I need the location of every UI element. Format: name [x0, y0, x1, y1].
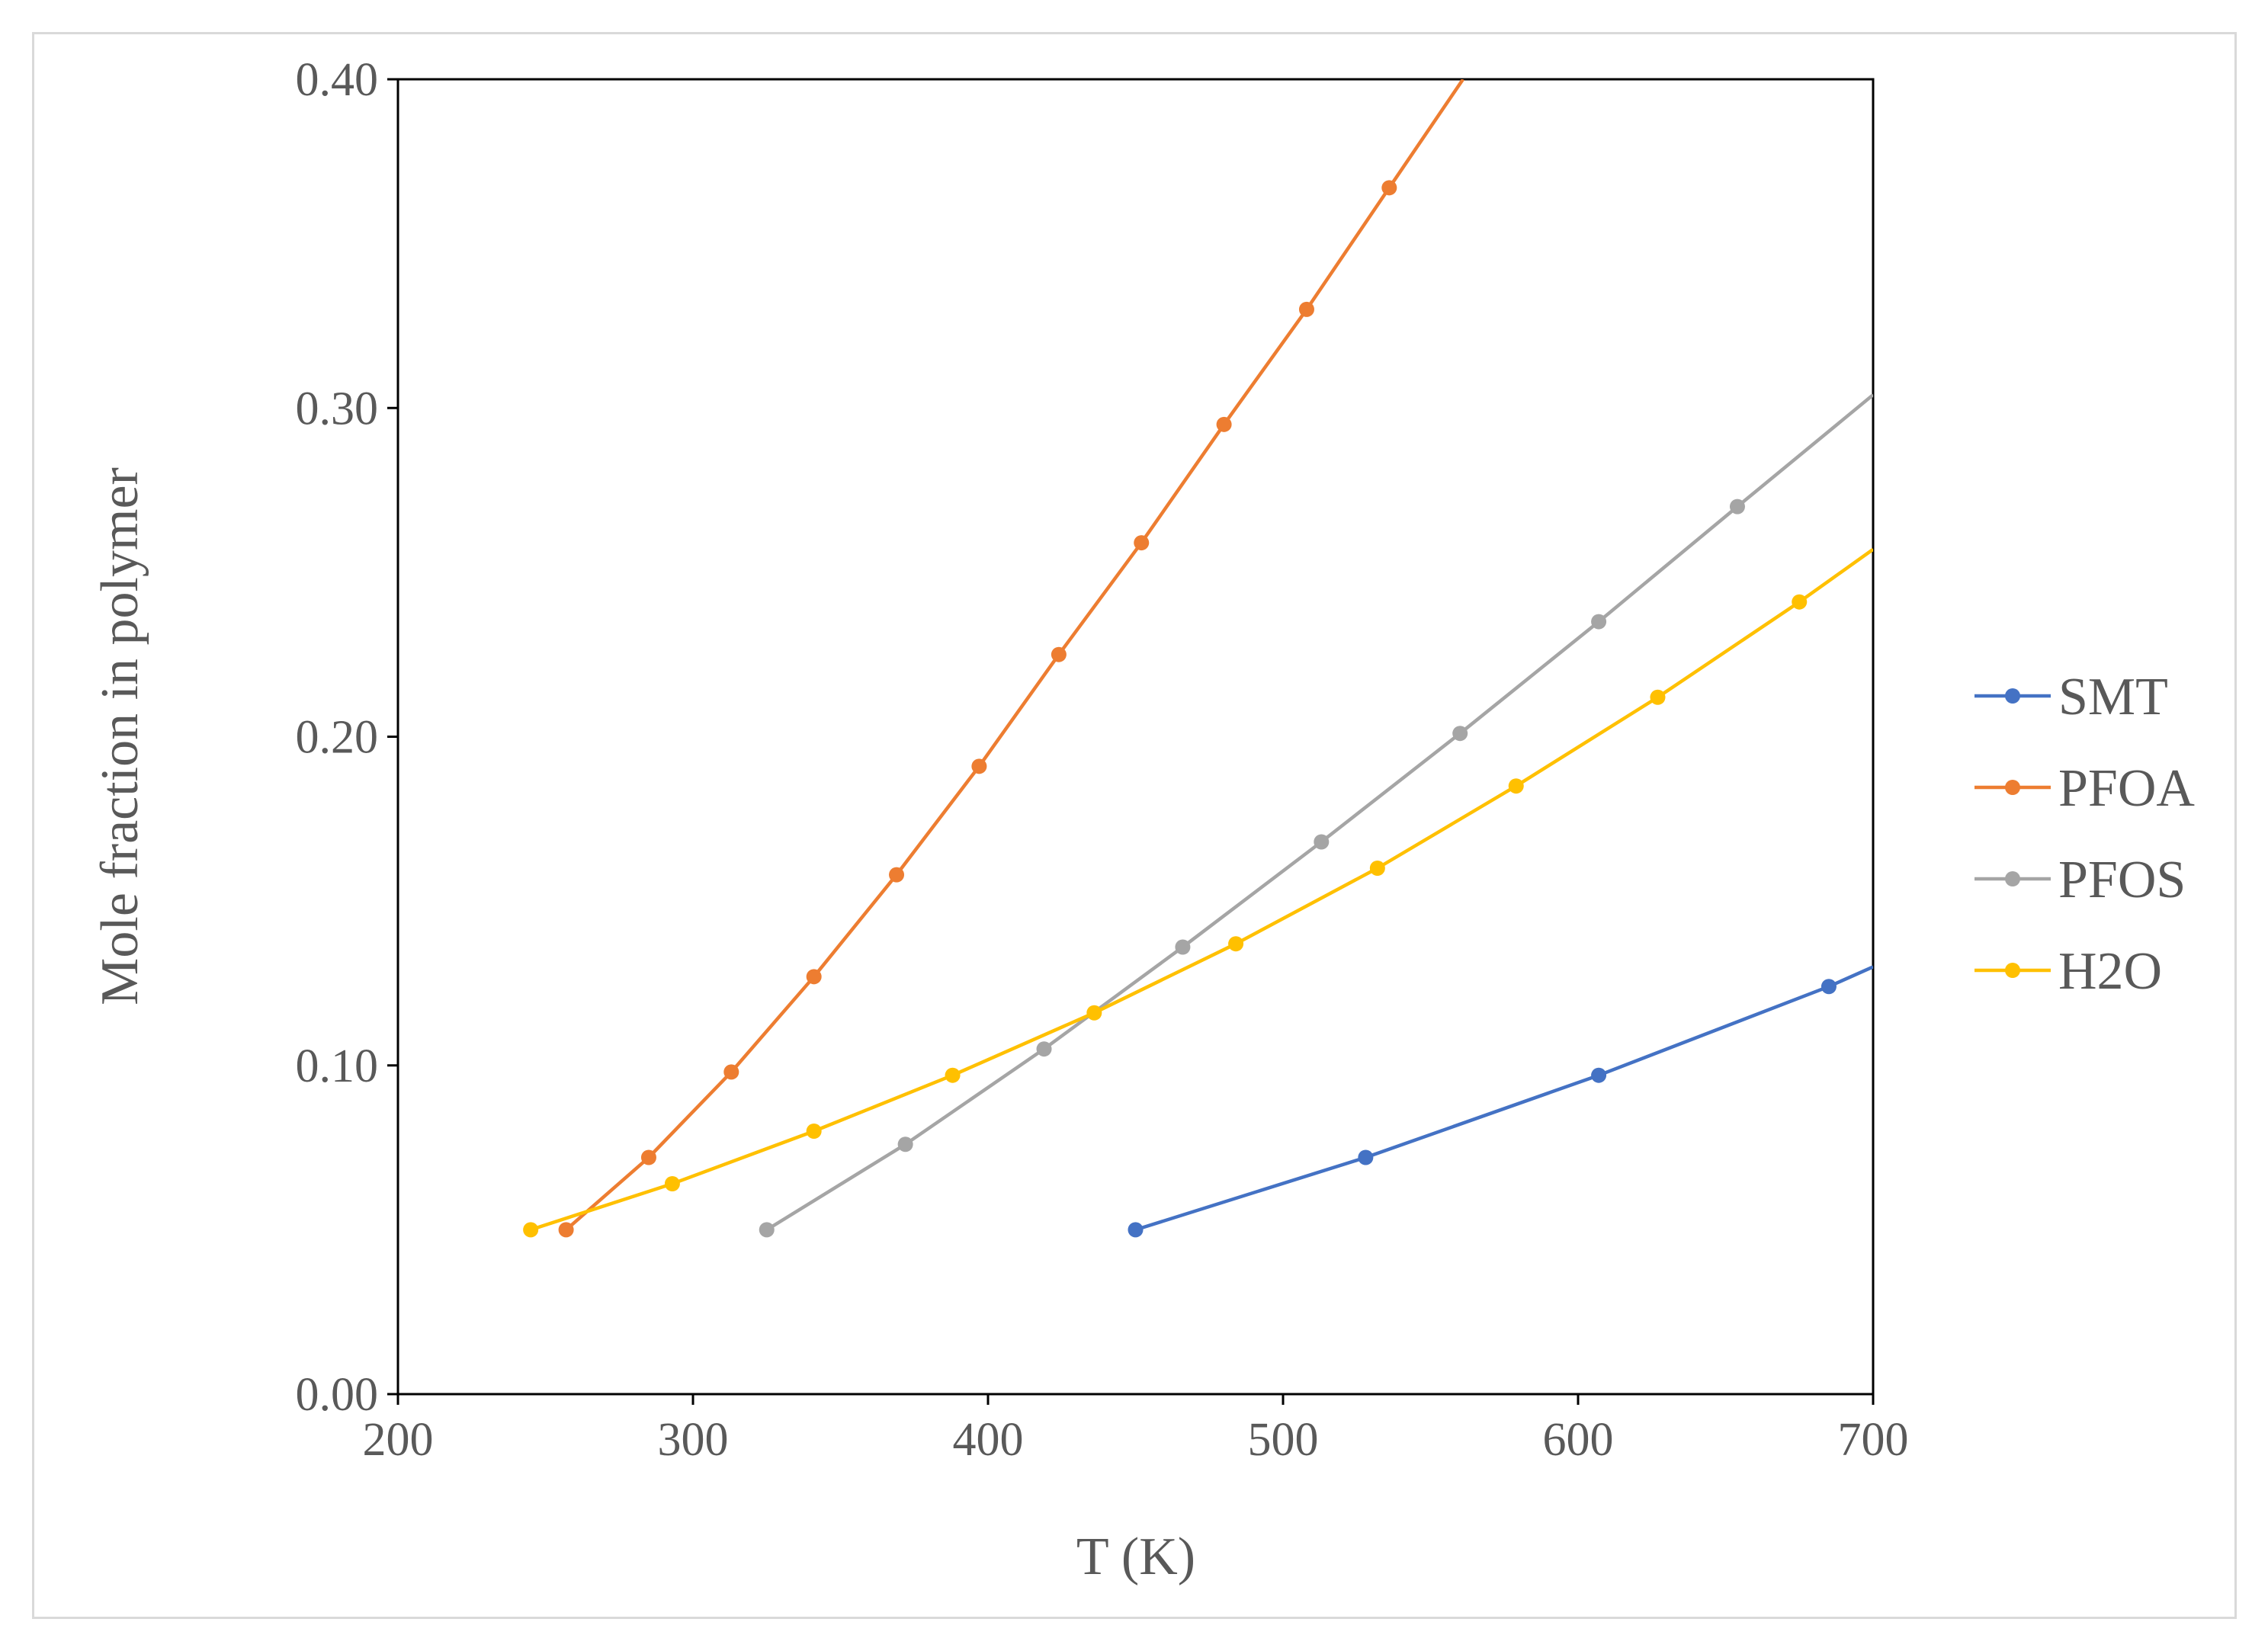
data-point-pfos [897, 1136, 913, 1152]
data-point-smt [1128, 1222, 1144, 1238]
data-point-pfoa [558, 1222, 574, 1238]
chart-frame [32, 32, 2237, 1619]
data-point-pfoa [1051, 646, 1067, 662]
data-point-pfoa [1381, 180, 1397, 196]
legend-marker [2005, 780, 2020, 795]
data-point-h2o [1086, 1005, 1102, 1021]
x-axis-ticks: 200 300 400 500 600 700 [363, 1394, 1909, 1466]
plot-area [396, 78, 1875, 1396]
data-point-pfos [759, 1222, 775, 1238]
data-point-h2o [664, 1176, 680, 1191]
series-smt [1128, 965, 1873, 1238]
legend-label: H2O [2058, 942, 2162, 1001]
x-tick-label: 300 [658, 1414, 729, 1466]
data-point-pfoa [1298, 301, 1314, 317]
legend-label: PFOA [2058, 759, 2195, 818]
y-tick-label: 0.40 [296, 54, 379, 106]
data-point-h2o [1650, 689, 1666, 705]
y-tick-label: 0.30 [296, 383, 379, 434]
data-point-pfos [1175, 939, 1191, 955]
data-point-h2o [523, 1222, 539, 1238]
series-pfos [759, 393, 1873, 1238]
x-axis-title: T (K) [1076, 1528, 1195, 1586]
data-point-h2o [1228, 936, 1244, 952]
legend-label: SMT [2058, 668, 2168, 726]
legend-marker [2005, 688, 2020, 704]
y-tick-label: 0.00 [296, 1369, 379, 1421]
series-line-pfoa [565, 79, 1464, 1232]
data-point-pfos [1591, 614, 1607, 630]
data-point-pfoa [971, 758, 987, 774]
y-tick-label: 0.10 [296, 1040, 379, 1092]
y-axis-title: Mole fraction in polymer [91, 467, 149, 1005]
data-point-smt [1358, 1149, 1374, 1165]
data-point-pfoa [1216, 416, 1232, 432]
legend-item-pfoa: PFOA [1974, 759, 2195, 818]
legend-item-pfos: PFOS [1974, 851, 2186, 909]
data-point-pfoa [640, 1149, 656, 1165]
series-pfoa [558, 79, 1464, 1238]
data-point-h2o [1508, 778, 1524, 794]
data-point-pfos [1314, 834, 1330, 850]
legend-marker [2005, 963, 2020, 978]
legend-marker [2005, 871, 2020, 886]
x-tick-label: 700 [1838, 1414, 1909, 1466]
data-point-pfos [1452, 726, 1468, 742]
legend-item-smt: SMT [1974, 668, 2168, 726]
data-point-pfos [1036, 1041, 1052, 1057]
data-point-pfos [1729, 499, 1745, 515]
data-point-smt [1820, 979, 1837, 995]
data-point-pfoa [889, 867, 905, 883]
data-point-h2o [806, 1124, 822, 1139]
x-tick-label: 600 [1543, 1414, 1614, 1466]
data-point-pfoa [1134, 535, 1150, 551]
series-h2o [523, 547, 1873, 1238]
series-layer [523, 79, 1873, 1238]
data-point-pfoa [723, 1064, 739, 1080]
legend-label: PFOS [2058, 851, 2186, 909]
data-point-h2o [1369, 861, 1385, 876]
x-tick-label: 200 [363, 1414, 434, 1466]
x-tick-label: 400 [953, 1414, 1024, 1466]
legend-item-h2o: H2O [1974, 942, 2162, 1001]
data-point-h2o [1792, 594, 1808, 610]
data-point-h2o [945, 1067, 961, 1083]
y-tick-label: 0.20 [296, 712, 379, 764]
y-axis-ticks: 0.00 0.10 0.20 0.30 0.40 [296, 54, 398, 1421]
data-point-smt [1591, 1067, 1607, 1083]
data-point-pfoa [806, 969, 822, 985]
legend: SMT PFOA PFOS H2O [1974, 668, 2195, 1001]
x-tick-label: 500 [1248, 1414, 1319, 1466]
